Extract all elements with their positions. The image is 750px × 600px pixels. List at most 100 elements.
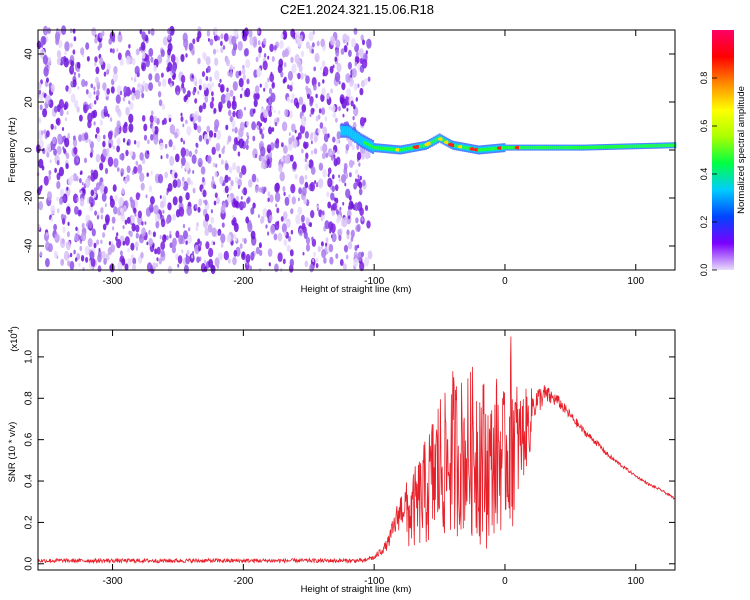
noise-speckle [355, 97, 358, 102]
noise-speckle [76, 158, 79, 163]
noise-speckle [96, 89, 100, 97]
signal-band-mid [362, 136, 365, 147]
noise-speckle [246, 120, 250, 127]
noise-speckle [184, 94, 189, 101]
noise-speckle [100, 214, 104, 220]
noise-speckle [232, 128, 234, 133]
noise-speckle [90, 202, 93, 208]
noise-speckle [153, 135, 159, 145]
noise-speckle [250, 252, 255, 261]
noise-speckle [226, 100, 232, 109]
noise-speckle [39, 251, 43, 257]
noise-speckle [140, 182, 145, 191]
noise-speckle [207, 65, 211, 73]
signal-band-core [538, 146, 541, 150]
signal-band-core [548, 146, 551, 150]
noise-speckle [268, 87, 273, 95]
noise-speckle [107, 113, 110, 118]
noise-speckle [267, 248, 273, 257]
signal-band-core [591, 145, 594, 149]
noise-speckle [46, 143, 52, 153]
noise-speckle [182, 87, 186, 94]
noise-speckle [238, 127, 244, 138]
noise-speckle [42, 54, 49, 65]
noise-speckle [157, 91, 162, 98]
noise-speckle [236, 165, 241, 174]
noise-speckle [70, 60, 75, 67]
noise-speckle [341, 174, 346, 184]
noise-speckle [255, 153, 258, 158]
noise-speckle [357, 83, 360, 88]
noise-speckle [246, 197, 250, 204]
noise-speckle [273, 44, 277, 51]
noise-speckle [274, 183, 280, 193]
signal-band-core [558, 146, 561, 150]
noise-speckle [93, 121, 96, 126]
noise-speckle [350, 229, 355, 238]
noise-speckle [78, 262, 81, 267]
noise-speckle [106, 147, 110, 154]
noise-speckle [310, 150, 314, 155]
noise-speckle [116, 238, 122, 249]
noise-speckle [308, 31, 314, 42]
noise-speckle [174, 172, 178, 179]
noise-speckle [301, 148, 304, 154]
noise-speckle [342, 33, 348, 44]
signal-band-core [481, 148, 484, 152]
noise-speckle [309, 99, 313, 107]
noise-speckle [122, 124, 128, 134]
noise-speckle [194, 203, 198, 209]
noise-speckle [260, 217, 264, 224]
signal-band-core [564, 146, 567, 150]
noise-speckle [218, 83, 221, 88]
noise-speckle [117, 261, 123, 271]
snr-y-multiplier-exp: 4 [8, 329, 15, 333]
noise-speckle [356, 51, 359, 57]
signal-band-core [369, 144, 373, 148]
noise-speckle [193, 114, 198, 122]
noise-speckle [233, 137, 238, 145]
noise-speckle [295, 72, 298, 77]
noise-speckle [276, 207, 280, 214]
noise-speckle [197, 238, 201, 244]
noise-speckle [228, 176, 231, 181]
signal-band-core [509, 146, 512, 150]
noise-speckle [313, 251, 316, 257]
noise-speckle [54, 31, 61, 42]
signal-band-core [589, 145, 592, 150]
x-tick-label: -100 [364, 576, 384, 587]
signal-band-core [648, 144, 651, 148]
noise-speckle [354, 202, 359, 212]
noise-speckle [84, 80, 88, 86]
signal-band-core [409, 146, 412, 150]
noise-speckle [294, 31, 301, 41]
noise-speckle [159, 195, 162, 199]
noise-speckle [287, 70, 293, 81]
signal-band-core [534, 146, 537, 150]
noise-speckle [313, 66, 317, 72]
signal-band-core [373, 146, 377, 150]
noise-speckle [315, 103, 318, 109]
noise-speckle [240, 32, 243, 37]
signal-band-core [377, 146, 380, 150]
noise-speckle [143, 134, 148, 141]
noise-speckle [190, 117, 193, 122]
noise-speckle [169, 25, 175, 36]
noise-speckle [171, 64, 177, 74]
noise-speckle [231, 35, 237, 46]
noise-speckle [148, 73, 153, 81]
noise-speckle [116, 120, 121, 129]
signal-band-core [522, 146, 526, 150]
noise-speckle [237, 109, 243, 120]
x-tick-label: -200 [233, 576, 253, 587]
noise-speckle [334, 71, 341, 83]
noise-speckle [267, 231, 270, 236]
noise-speckle [111, 216, 116, 224]
noise-speckle [153, 198, 156, 203]
noise-speckle [245, 216, 250, 224]
noise-speckle [214, 70, 220, 81]
noise-speckle [258, 46, 262, 54]
noise-speckle [232, 256, 237, 266]
noise-speckle [297, 197, 300, 202]
noise-speckle [301, 104, 307, 113]
